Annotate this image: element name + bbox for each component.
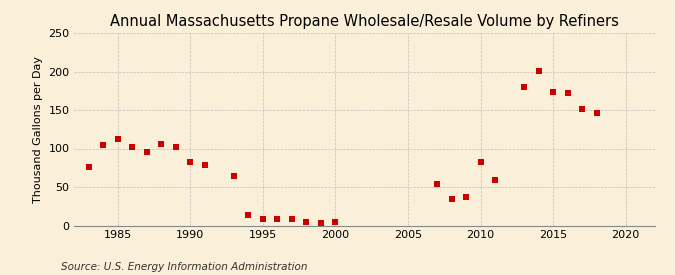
Point [548,90,559,95]
Point [127,145,138,149]
Point [475,160,486,164]
Y-axis label: Thousand Gallons per Day: Thousand Gallons per Day [32,56,43,203]
Point [432,182,443,186]
Point [113,137,124,141]
Point [98,142,109,147]
Point [258,217,269,222]
Point [199,163,210,167]
Point [519,85,530,89]
Point [316,221,327,226]
Point [156,142,167,146]
Point [591,111,602,115]
Point [489,178,500,182]
Point [229,174,240,178]
Title: Annual Massachusetts Propane Wholesale/Resale Volume by Refiners: Annual Massachusetts Propane Wholesale/R… [110,14,619,29]
Point [286,217,297,222]
Point [301,219,312,224]
Point [330,219,341,224]
Point [533,68,544,73]
Point [446,196,457,201]
Point [84,165,95,169]
Point [142,150,153,155]
Point [461,195,472,199]
Point [171,145,182,149]
Point [576,107,587,111]
Point [562,91,573,95]
Point [243,213,254,218]
Point [185,160,196,164]
Point [272,217,283,222]
Text: Source: U.S. Energy Information Administration: Source: U.S. Energy Information Administ… [61,262,307,272]
